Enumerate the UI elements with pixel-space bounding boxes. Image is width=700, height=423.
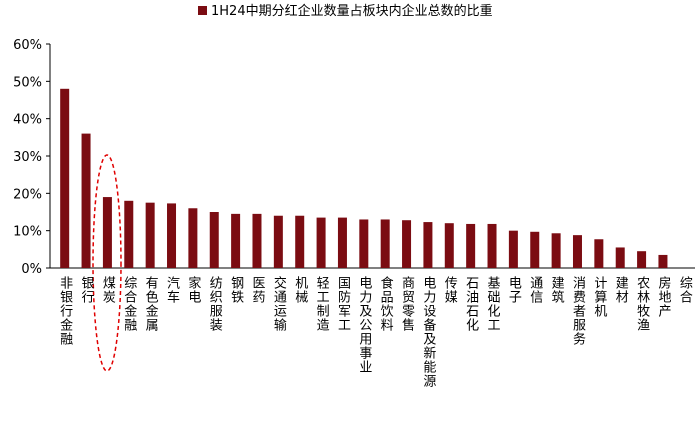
x-tick-label: 电力设备及新能源 <box>420 276 436 388</box>
x-tick-label: 钢铁 <box>228 276 244 304</box>
bar <box>615 247 625 268</box>
bar <box>530 231 540 268</box>
bar <box>637 251 647 268</box>
x-tick-label: 商贸零售 <box>399 276 415 332</box>
x-tick-label: 交通运输 <box>271 275 287 332</box>
bar <box>231 213 241 268</box>
x-tick-label: 汽车 <box>164 276 180 304</box>
x-tick-label: 消费者服务 <box>570 276 586 346</box>
x-tick-label: 计算机 <box>591 276 607 318</box>
x-tick-label: 轻工制造 <box>314 276 330 332</box>
y-tick-label: 10% <box>13 225 42 240</box>
bar <box>444 223 454 268</box>
y-tick-label: 0% <box>21 262 42 277</box>
x-tick-label: 综合 <box>677 276 693 304</box>
bar <box>466 223 476 268</box>
y-tick-label: 60% <box>13 38 42 53</box>
legend-label: 1H24中期分红企业数量占板块内企业总数的比重 <box>211 3 493 19</box>
x-tick-label: 传媒 <box>442 276 458 304</box>
x-tick-label: 电力及公用事业 <box>356 276 372 374</box>
x-tick-label: 食品饮料 <box>378 275 394 332</box>
x-tick-label: 电子 <box>506 276 522 304</box>
x-tick-label: 煤炭 <box>100 276 116 304</box>
x-tick-label: 家电 <box>185 275 201 304</box>
bar <box>167 203 177 268</box>
bar <box>380 219 390 268</box>
y-tick-label: 40% <box>13 113 42 128</box>
y-tick-label: 50% <box>13 75 42 90</box>
bar <box>402 220 412 268</box>
highlight-ellipse <box>92 154 122 372</box>
bar <box>337 217 347 268</box>
y-tick-label: 20% <box>13 187 42 202</box>
bar <box>551 233 561 268</box>
y-tick-label: 30% <box>13 150 42 165</box>
bar <box>252 213 262 268</box>
bar <box>273 215 283 268</box>
bar <box>81 133 91 268</box>
bar <box>60 88 70 268</box>
bar <box>295 215 305 268</box>
x-tick-label: 石油石化 <box>463 276 479 332</box>
bar <box>359 219 369 268</box>
legend-swatch <box>198 6 207 15</box>
bar <box>102 197 112 268</box>
x-tick-label: 建材 <box>613 276 629 304</box>
x-tick-label: 建筑 <box>549 276 565 304</box>
bar <box>594 239 604 268</box>
bar <box>145 202 155 268</box>
bar <box>209 212 219 268</box>
x-tick-label: 银行 <box>79 276 95 304</box>
bar <box>572 235 582 268</box>
x-tick-label: 纺织服装 <box>207 276 223 332</box>
x-tick-label: 综合金融 <box>121 276 137 332</box>
bar <box>487 223 497 268</box>
bar <box>188 208 198 268</box>
x-tick-label: 非银行金融 <box>57 276 73 346</box>
x-tick-label: 国防军工 <box>335 276 351 332</box>
bar <box>658 254 668 268</box>
x-tick-label: 基础化工 <box>485 276 501 332</box>
bar <box>423 222 433 268</box>
x-tick-label: 机械 <box>292 276 308 304</box>
bar <box>124 200 134 268</box>
x-tick-label: 房地产 <box>655 275 671 318</box>
x-tick-label: 农林牧渔 <box>634 276 650 332</box>
x-tick-label: 有色金属 <box>143 276 159 332</box>
x-tick-label: 医药 <box>249 276 265 304</box>
bar <box>316 217 326 268</box>
bar <box>508 230 518 268</box>
x-tick-label: 通信 <box>527 276 543 304</box>
